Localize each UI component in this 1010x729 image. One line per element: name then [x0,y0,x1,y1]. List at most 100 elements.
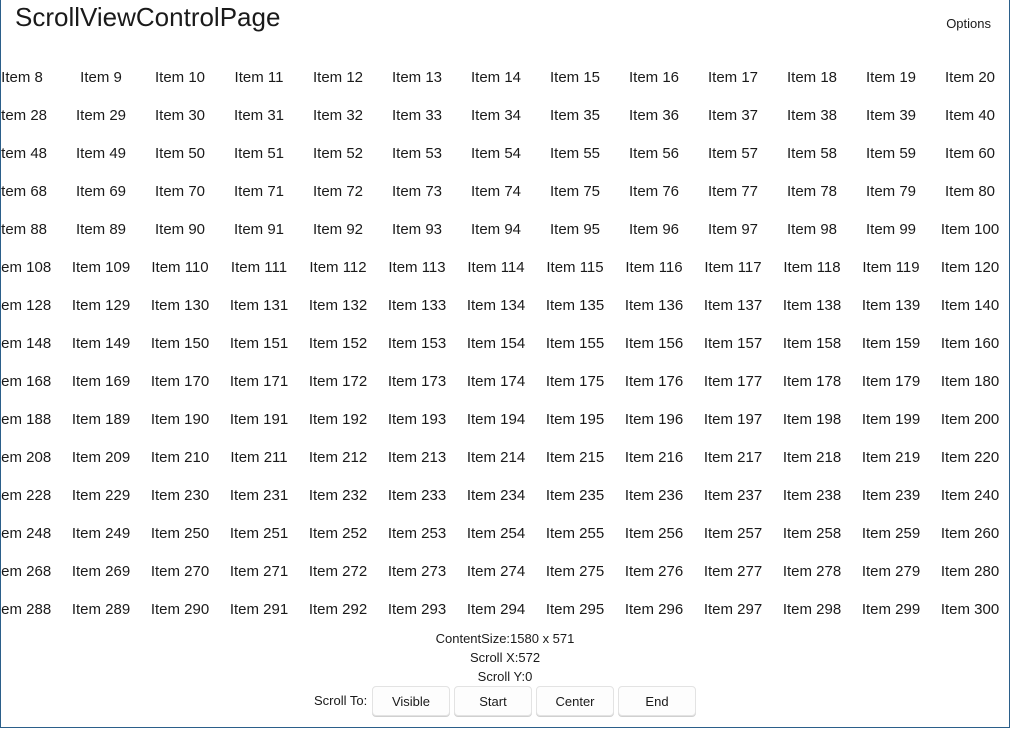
scroll-item: Item 11 [234,69,284,86]
page-title: ScrollViewControlPage [15,2,281,32]
scroll-item: Item 219 [861,449,921,466]
scroll-item: Item 195 [545,411,605,428]
scroll-x-label: Scroll X:572 [469,650,541,665]
scroll-item: Item 230 [150,487,210,504]
scroll-item: Item 255 [545,525,605,542]
scroll-item: Item 38 [786,107,838,124]
scroll-item: Item 111 [230,259,288,276]
scroll-item: Item 279 [861,563,921,580]
scroll-item: Item 251 [229,525,289,542]
scroll-item: Item 114 [467,259,525,276]
scroll-item: Item 289 [71,601,131,618]
scroll-item: Item 31 [233,107,285,124]
scroll-item: Item 174 [466,373,526,390]
scroll-item: Item 190 [150,411,210,428]
scroll-item: Item 220 [940,449,1000,466]
scroll-item: Item 218 [782,449,842,466]
scroll-item: Item 157 [703,335,763,352]
scroll-item: Item 290 [150,601,210,618]
scroll-item: Item 72 [312,183,364,200]
scroll-y-label: Scroll Y:0 [477,669,533,684]
scroll-start-button[interactable]: Start [454,686,532,716]
scroll-item: Item 99 [865,221,917,238]
scroll-item: Item 70 [154,183,206,200]
scroll-item: Item 296 [624,601,684,618]
scroll-item: Item 151 [229,335,289,352]
scroll-item: Item 237 [703,487,763,504]
options-button[interactable]: Options [946,16,991,31]
scroll-item: Item 136 [624,297,684,314]
scroll-item: Item 9 [80,69,122,86]
scroll-item: Item 280 [940,563,1000,580]
scroll-item: Item 49 [75,145,127,162]
scroll-item: Item 37 [707,107,759,124]
scroll-item: Item 298 [782,601,842,618]
scroll-item: Item 130 [150,297,210,314]
scroll-item: Item 139 [861,297,921,314]
scroll-item: Item 98 [786,221,838,238]
scroll-item: Item 132 [308,297,368,314]
scroll-item: Item 200 [940,411,1000,428]
scroll-item: Item 48 [1,145,48,162]
scroll-item: Item 193 [387,411,447,428]
scroll-item: Item 153 [387,335,447,352]
scroll-item: Item 12 [312,69,364,86]
scroll-item: Item 39 [865,107,917,124]
scroll-item: Item 198 [782,411,842,428]
scroll-item: Item 294 [466,601,526,618]
scroll-item: Item 14 [470,69,522,86]
scroll-item: Item 137 [703,297,763,314]
scroll-item: Item 90 [154,221,206,238]
scroll-center-button[interactable]: Center [536,686,614,716]
scroll-item: Item 140 [940,297,1000,314]
scroll-item: Item 232 [308,487,368,504]
scroll-item: Item 71 [233,183,285,200]
scroll-item: Item 211 [230,449,288,466]
scroll-item: Item 292 [308,601,368,618]
scroll-item: Item 212 [308,449,368,466]
scroll-item: Item 18 [786,69,838,86]
scroll-item: Item 91 [233,221,285,238]
scroll-item: Item 8 [1,69,43,86]
scroll-item: Item 34 [470,107,522,124]
scroll-item: Item 180 [940,373,1000,390]
scroll-item: Item 172 [308,373,368,390]
scroll-item: Item 259 [861,525,921,542]
scroll-item: Item 97 [707,221,759,238]
scroll-item: Item 110 [151,259,209,276]
scroll-item: Item 30 [154,107,206,124]
scroll-item: Item 115 [546,259,604,276]
scroll-item: Item 10 [154,69,206,86]
scroll-item: Item 55 [549,145,601,162]
scroll-item: Item 216 [624,449,684,466]
scroll-item: Item 112 [309,259,367,276]
scroll-visible-button[interactable]: Visible [372,686,450,716]
scroll-end-button[interactable]: End [618,686,696,716]
scroll-item: Item 113 [388,259,446,276]
scroll-item: Item 19 [865,69,917,86]
scroll-item: Item 129 [71,297,131,314]
scroll-item: Item 36 [628,107,680,124]
scroll-to-label: Scroll To: [314,693,368,708]
scroll-item: Item 15 [549,69,601,86]
scroll-item: Item 176 [624,373,684,390]
scroll-item: Item 270 [150,563,210,580]
scroll-item: Item 150 [150,335,210,352]
scroll-item: Item 191 [229,411,289,428]
scroll-item: Item 73 [391,183,443,200]
scroll-item: Item 210 [150,449,210,466]
scroll-item: Item 50 [154,145,206,162]
scroll-item: Item 32 [312,107,364,124]
scroll-item: Item 235 [545,487,605,504]
scroll-item: Item 155 [545,335,605,352]
scroll-item: Item 297 [703,601,763,618]
scroll-item: Item 54 [470,145,522,162]
scroll-item: Item 268 [1,563,52,580]
scroll-item: Item 133 [387,297,447,314]
scroll-item: Item 148 [1,335,52,352]
scroll-item: Item 89 [75,221,127,238]
scroll-item: Item 100 [940,221,1000,238]
scroll-item: Item 60 [944,145,996,162]
scroll-item: Item 273 [387,563,447,580]
scroll-view[interactable]: Item 8 Item 9 Item 10 Item 11 Item 12 Item 13… [1,59,1009,630]
